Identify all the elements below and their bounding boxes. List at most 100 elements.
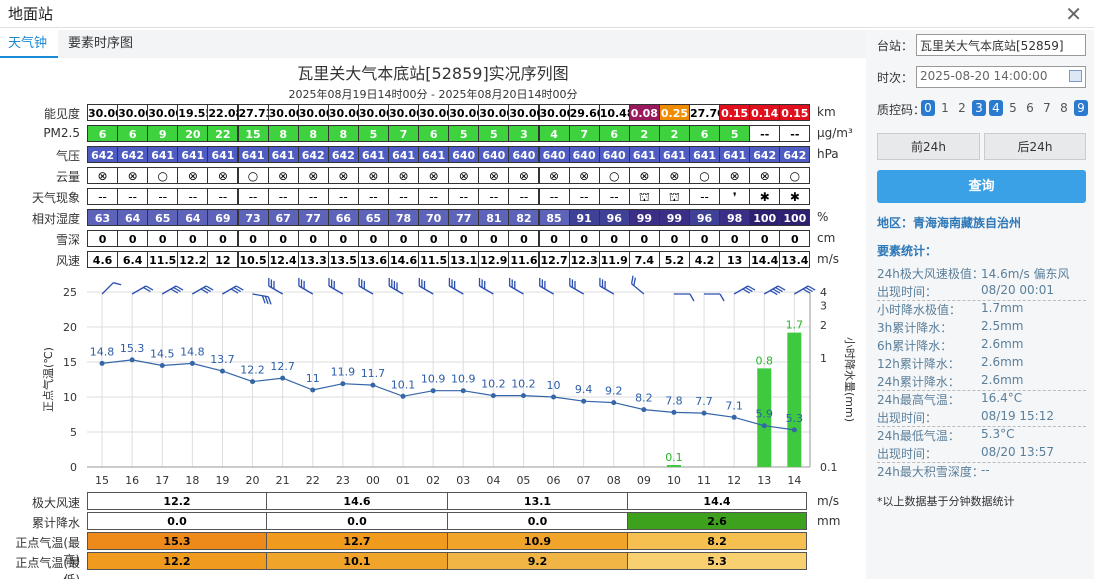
qc-code-2[interactable]: 2	[958, 101, 966, 115]
close-icon[interactable]: ✕	[1065, 2, 1082, 26]
wind-barb	[508, 277, 524, 295]
wind-barb	[101, 282, 122, 295]
cell-wind: 4.6	[87, 251, 119, 268]
row-label-snow: 雪深	[55, 233, 80, 247]
wind-barb-feather	[203, 286, 211, 293]
stats-note: *以上数据基于分钟数据统计	[877, 495, 1015, 508]
temperature-label: 11	[306, 372, 320, 385]
cell-snow: 0	[508, 230, 540, 247]
station-label: 台站：	[877, 39, 914, 53]
stat-value: 08/20 00:01	[981, 283, 1054, 297]
tab-element-timeseries[interactable]: 要素时序图	[68, 36, 134, 51]
cell-pressure: 641	[658, 146, 690, 163]
query-button[interactable]: 查询	[877, 170, 1086, 203]
wind-barb-feather	[418, 277, 420, 287]
cell-humidity: 64	[177, 209, 209, 226]
cell-cloud: ○	[147, 167, 179, 184]
row-label-pm25: PM2.5	[43, 126, 80, 140]
cell-visibility: 0.15	[779, 104, 811, 121]
x-tick-label: 15	[95, 474, 109, 487]
wind-barb	[794, 285, 816, 295]
wind-barb-feather	[451, 279, 453, 288]
temperature-point	[159, 363, 165, 368]
wind-barb-feather	[719, 293, 725, 302]
temperature-label: 7.1	[725, 399, 743, 412]
wind-barb-feather	[484, 280, 486, 290]
cell-humidity: 98	[719, 209, 751, 226]
wind-barb-feather	[802, 288, 811, 294]
qc-code-4[interactable]: 4	[989, 100, 1003, 116]
wind-barb-feather	[333, 280, 335, 290]
station-input[interactable]: 瓦里关大气本底站[52859]	[916, 34, 1086, 56]
cell-snow: 0	[568, 230, 600, 247]
temperature-point	[761, 423, 767, 429]
summary-cell: 13.1	[447, 492, 628, 510]
cell-snow: 0	[87, 230, 119, 247]
cell-humidity: 99	[658, 209, 690, 226]
qc-code-3[interactable]: 3	[972, 100, 986, 116]
cell-humidity: 65	[147, 209, 179, 226]
x-tick-label: 16	[125, 474, 139, 487]
stat-value: 1.7mm	[981, 301, 1024, 315]
qc-code-5[interactable]: 5	[1009, 101, 1017, 115]
summary-cell: 10.1	[266, 552, 448, 570]
prev-24h-button[interactable]: 前24h	[877, 133, 980, 160]
qc-code-8[interactable]: 8	[1060, 101, 1068, 115]
wind-barb-feather	[807, 285, 816, 291]
temperature-label: 9.2	[605, 385, 623, 398]
wind-barb	[733, 285, 756, 295]
summary-cell: 15.3	[87, 532, 267, 550]
cell-phenomenon: --	[689, 188, 721, 205]
stat-value: 16.4°C	[981, 391, 1023, 405]
precip-label: 0.1	[665, 451, 683, 464]
summary-cell: 0.0	[447, 512, 628, 530]
wind-barb	[569, 277, 584, 295]
calendar-icon[interactable]	[1069, 70, 1082, 82]
qc-code-6[interactable]: 6	[1026, 101, 1034, 115]
cell-humidity: 99	[628, 209, 660, 226]
cell-pressure: 642	[779, 146, 811, 163]
cell-wind: 11.5	[147, 251, 179, 268]
qc-code-7[interactable]: 7	[1043, 101, 1051, 115]
temperature-point	[671, 409, 677, 415]
wind-barb-feather	[273, 280, 275, 290]
cell-humidity: 100	[779, 209, 811, 226]
y-tick-label: 15	[63, 356, 77, 369]
wind-barb-feather	[270, 279, 273, 288]
wind-barb-feather	[511, 279, 513, 288]
qc-label: 质控码：	[877, 103, 926, 117]
temperature-label: 10.2	[481, 378, 506, 391]
summary-label: 正点气温(最低)	[15, 556, 80, 579]
time-input[interactable]: 2025-08-20 14:00:00	[916, 66, 1086, 88]
cell-wind: 11.5	[418, 251, 450, 268]
stat-value: 2.6mm	[981, 337, 1024, 351]
cell-cloud: ○	[689, 167, 721, 184]
cell-pm25: 5	[478, 125, 510, 142]
temperature-point	[581, 398, 587, 404]
cell-pressure: 641	[357, 146, 389, 163]
temperature-point	[551, 394, 557, 400]
qc-code-1[interactable]: 1	[941, 101, 949, 115]
cell-wind: 13.4	[779, 251, 811, 268]
tab-weather-clock[interactable]: 天气钟	[0, 30, 58, 58]
cell-humidity: 66	[327, 209, 359, 226]
cell-visibility: 22.08	[207, 104, 243, 121]
wind-barb	[478, 277, 494, 295]
cell-wind: 13.6	[357, 251, 389, 268]
qc-code-0[interactable]: 0	[921, 100, 935, 116]
cell-phenomenon: ⛫	[628, 188, 660, 205]
cell-phenomenon: --	[598, 188, 630, 205]
cell-humidity: 96	[689, 209, 721, 226]
summary-cell: 14.4	[627, 492, 807, 510]
temperature-point	[99, 360, 105, 366]
next-24h-button[interactable]: 后24h	[984, 133, 1086, 160]
cell-snow: 0	[628, 230, 660, 247]
cell-visibility: 30.00	[538, 104, 574, 121]
cell-phenomenon: --	[207, 188, 239, 205]
qc-code-9[interactable]: 9	[1074, 100, 1088, 116]
chart-subtitle: 2025年08月19日14时00分 - 2025年08月20日14时00分	[288, 88, 578, 101]
cell-pressure: 642	[117, 146, 149, 163]
cell-cloud: ⊗	[568, 167, 600, 184]
cell-pm25: 7	[388, 125, 420, 142]
